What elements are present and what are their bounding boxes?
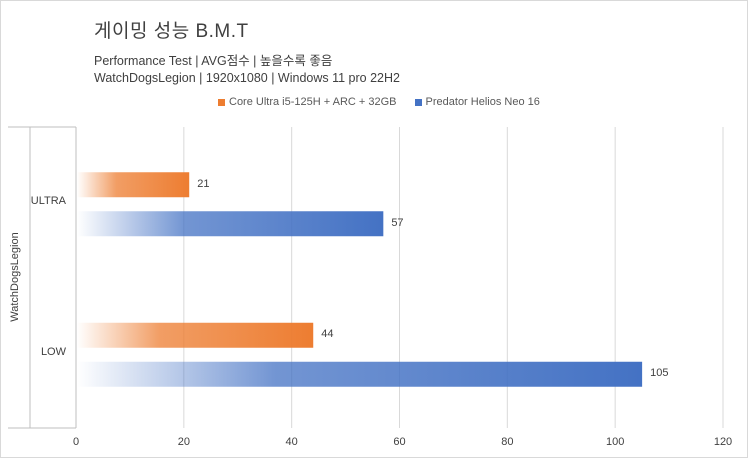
legend-swatch-series-2 [414,98,422,106]
chart-legend: Core Ultra i5-125H + ARC + 32GB Predator… [218,96,540,108]
bar-low-series-1 [77,322,314,348]
x-tick-label-80: 80 [501,436,514,448]
data-label-low-series-1: 44 [321,328,334,341]
x-tick-label-20: 20 [177,436,190,448]
category-label-low: LOW [40,345,66,358]
group-label: WatchDogsLegion [9,231,21,322]
legend-item-series-1: Core Ultra i5-125H + ARC + 32GB [218,96,397,108]
bar-low-series-2 [77,361,643,387]
legend-swatch-series-1 [218,98,225,106]
legend-label-series-1: Core Ultra i5-125H + ARC + 32GB [229,96,397,108]
category-label-ultra: ULTRA [30,195,66,208]
x-tick-label-0: 0 [72,436,80,448]
data-label-low-series-2: 105 [650,367,669,380]
data-label-ultra-series-1: 21 [197,177,210,190]
x-tick-label-100: 100 [605,436,625,448]
legend-item-series-2: Predator Helios Neo 16 [414,96,540,108]
x-tick-label-120: 120 [713,436,733,448]
legend-label-series-2: Predator Helios Neo 16 [425,96,540,108]
x-tick-label-60: 60 [393,436,406,448]
chart-subtitle-2: WatchDogsLegion | 1920x1080 | Windows 11… [94,71,400,85]
x-tick-label-40: 40 [285,436,298,448]
bar-ultra-series-2 [77,211,384,237]
chart-title: 게이밍 성능 B.M.T [94,21,249,42]
chart-subtitle-1: Performance Test | AVG점수 | 높을수록 좋음 [94,54,333,68]
bar-ultra-series-1 [77,172,190,198]
data-label-ultra-series-2: 57 [391,216,404,229]
